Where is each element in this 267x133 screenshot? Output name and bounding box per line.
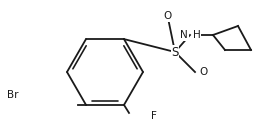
Text: O: O	[164, 11, 172, 21]
Text: O: O	[199, 67, 207, 77]
Text: S: S	[171, 45, 179, 59]
Text: H: H	[193, 30, 201, 40]
Text: F: F	[151, 111, 157, 121]
Text: N: N	[180, 30, 188, 40]
Text: Br: Br	[6, 90, 18, 100]
